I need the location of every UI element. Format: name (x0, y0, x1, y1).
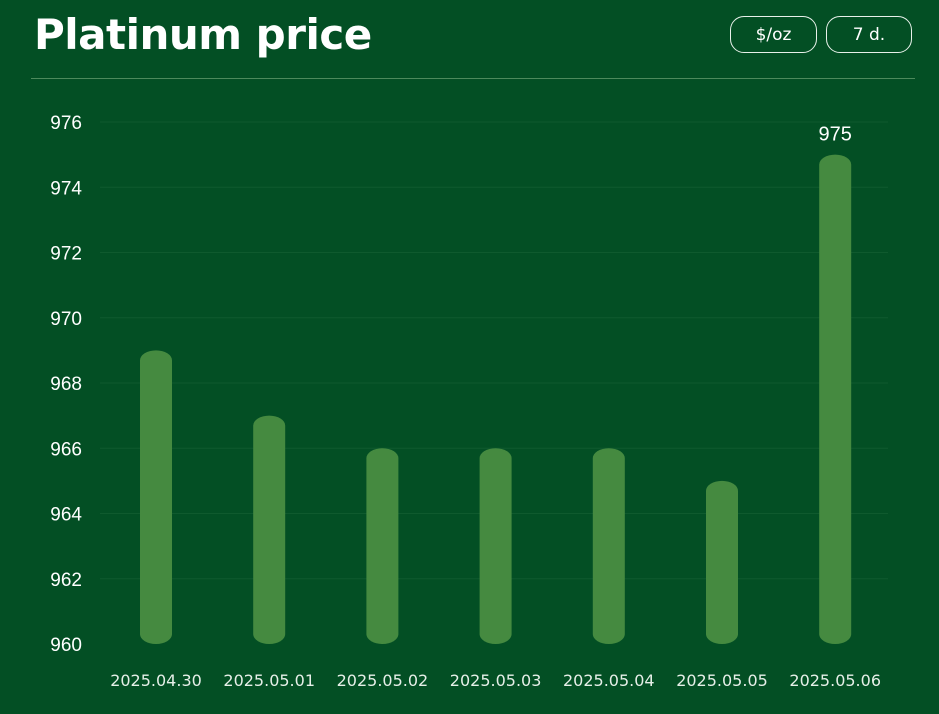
y-tick-label: 974 (50, 178, 82, 199)
y-tick-label: 970 (50, 309, 82, 330)
header-divider (31, 78, 915, 79)
y-tick-label: 966 (50, 439, 82, 460)
bar-2025.05.04[interactable] (592, 448, 625, 644)
x-tick-label: 2025.05.03 (450, 671, 542, 690)
bar-2025.05.05[interactable] (706, 480, 738, 644)
bar-2025.04.30[interactable] (140, 350, 172, 644)
data-labels: 975 (819, 124, 852, 146)
x-tick-label: 2025.04.30 (110, 671, 202, 690)
y-tick-label: 972 (50, 244, 82, 265)
x-axis-ticks: 2025.04.30 2025.05.01 2025.05.02 2025.05.03… (110, 671, 881, 690)
y-tick-label: 976 (50, 113, 82, 134)
chart-header: Platinum price $/oz 7 d. (0, 0, 939, 80)
x-tick-label: 2025.05.04 (563, 671, 655, 690)
grid-lines (100, 121, 888, 580)
page-title: Platinum price (34, 10, 372, 59)
y-tick-label: 960 (50, 635, 82, 656)
x-tick-label: 2025.05.05 (676, 671, 768, 690)
bar-value-label: 975 (819, 124, 852, 146)
bar-2025.05.01[interactable] (253, 415, 286, 644)
y-tick-label: 964 (50, 505, 82, 526)
bars (140, 154, 852, 644)
x-tick-label: 2025.05.02 (337, 671, 429, 690)
bar-2025.05.03[interactable] (479, 448, 512, 644)
y-axis-ticks: 960 962 964 966 968 970 972 974 976 (50, 113, 82, 656)
bar-2025.05.02[interactable] (366, 448, 399, 644)
range-toggle-button[interactable]: 7 d. (826, 16, 912, 53)
y-tick-label: 968 (50, 374, 82, 395)
x-tick-label: 2025.05.06 (789, 671, 881, 690)
y-tick-label: 962 (50, 570, 82, 591)
unit-toggle-button[interactable]: $/oz (730, 16, 817, 53)
x-tick-label: 2025.05.01 (223, 671, 315, 690)
bar-2025.05.06[interactable] (819, 154, 852, 644)
